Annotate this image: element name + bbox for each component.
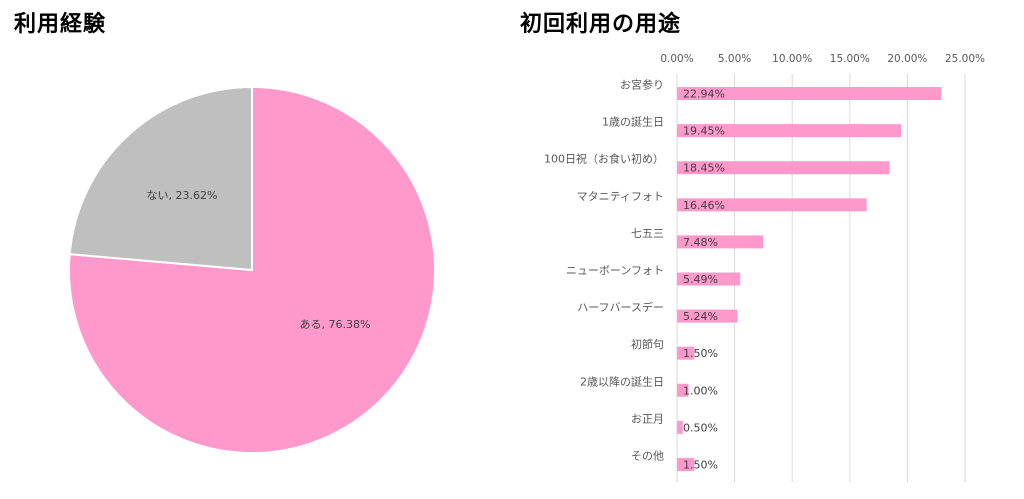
bar: [677, 198, 867, 212]
x-tick-label: 15.00%: [830, 53, 870, 65]
bar: [677, 309, 738, 323]
bar: [677, 420, 683, 434]
pie-data-label: ない, 23.62%: [147, 189, 218, 202]
bar: [677, 457, 695, 471]
bar: [677, 87, 942, 101]
x-tick-label: 5.00%: [718, 53, 751, 65]
bar-chart: 0.00% 5.00% 10.00% 15.00% 20.00% 25.00% お宮参り 22…: [544, 53, 985, 482]
bar: [677, 161, 890, 175]
category-label: 2歳以降の誕生日: [580, 374, 664, 388]
pie-slice-nai: [68, 85, 253, 272]
category-label: お正月: [631, 412, 664, 425]
bar-data-label: 18.45%: [683, 162, 725, 175]
bar-data-label: 5.24%: [683, 310, 718, 323]
category-label: 1歳の誕生日: [602, 115, 664, 129]
x-tick-label: 10.00%: [772, 53, 812, 65]
bar-data-label: 22.94%: [683, 88, 725, 101]
category-label: お宮参り: [620, 78, 664, 92]
bar-data-label: 5.49%: [683, 273, 718, 286]
category-label: ニューボーンフォト: [566, 264, 664, 277]
bar: [677, 235, 764, 249]
bar-chart-title: 初回利用の用途: [520, 12, 682, 37]
bar-data-label: 1.50%: [683, 458, 718, 471]
category-label: 七五三: [631, 227, 664, 240]
pie-chart: ある, 76.38% ない, 23.62%: [68, 85, 436, 454]
bar: [677, 383, 689, 397]
bar-data-label: 19.45%: [683, 125, 725, 138]
category-label: 初節句: [631, 337, 664, 351]
x-tick-label: 25.00%: [945, 53, 985, 65]
category-label: ハーフバースデー: [577, 300, 664, 314]
bar: [677, 272, 741, 286]
bar-data-label: 1.00%: [683, 384, 718, 397]
x-tick-label: 0.00%: [660, 53, 693, 65]
x-tick-label: 20.00%: [887, 53, 927, 65]
bar-data-label: 1.50%: [683, 347, 718, 360]
category-label: 100日祝（お食い初め）: [544, 152, 664, 166]
bar-data-label: 0.50%: [683, 421, 718, 434]
bar: [677, 346, 695, 360]
bar: [677, 124, 902, 138]
category-label: その他: [631, 449, 664, 462]
pie-data-label: ある, 76.38%: [300, 318, 371, 331]
pie-chart-title: 利用経験: [14, 12, 107, 37]
category-label: マタニティフォト: [577, 190, 664, 203]
bar-data-label: 16.46%: [683, 199, 725, 212]
bar-data-label: 7.48%: [683, 236, 718, 249]
